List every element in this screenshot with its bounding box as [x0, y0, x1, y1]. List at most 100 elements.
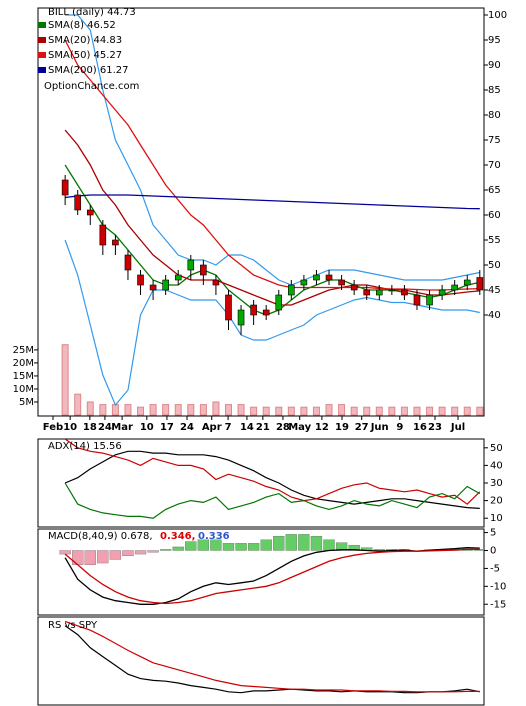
candle-body	[86, 209, 94, 216]
x-tick-label: 24	[98, 422, 112, 433]
volume-bar	[137, 406, 145, 416]
macd-hist	[273, 536, 285, 551]
legend-swatch	[38, 37, 46, 43]
x-tick-label: May	[288, 422, 311, 433]
candle-body	[350, 284, 358, 291]
adx-line	[64, 450, 480, 509]
y-tick-label: 50	[488, 260, 501, 271]
x-tick-label: 17	[160, 422, 174, 433]
x-tick-label: 14	[240, 422, 254, 433]
y-tick-label: 60	[488, 210, 501, 221]
volume-bar	[338, 404, 346, 416]
volume-bar	[325, 404, 333, 416]
macd-hist	[247, 543, 260, 551]
candle-body	[388, 289, 396, 292]
labels: BILL (daily) 44.73 OptionChance.com ADX(…	[13, 7, 507, 631]
x-tick-label: Jul	[450, 422, 465, 433]
legend-label: SMA(50) 45.27	[48, 50, 122, 61]
macd-tick-label: -15	[490, 599, 506, 610]
y-tick-label: 70	[488, 160, 501, 171]
x-tick-label: 18	[83, 422, 97, 433]
volume-tick-label: 10M	[13, 384, 34, 395]
candle-body	[476, 277, 484, 291]
rs-line	[64, 625, 480, 694]
volume-bar	[86, 401, 94, 416]
volume-bar	[375, 406, 383, 416]
candle-body	[124, 254, 132, 271]
candle-body	[149, 284, 157, 291]
macd-hist	[147, 550, 159, 553]
adx-label: ADX(14) 15.56	[48, 441, 122, 452]
x-tick-label: 23	[428, 422, 442, 433]
sma-line	[65, 194, 480, 210]
rs-label: RS vs SPY	[48, 620, 98, 631]
price-plot	[61, 14, 484, 416]
candle-body	[426, 294, 433, 306]
candle-body	[363, 289, 371, 296]
adx-tick-label: 20	[490, 496, 503, 507]
macd-tick-label: -10	[490, 581, 506, 592]
candle-body	[438, 289, 446, 296]
candle-body	[375, 289, 383, 296]
volume-bar	[363, 406, 371, 416]
sma-line	[64, 164, 480, 316]
signal-line	[64, 548, 480, 605]
volume-bar	[287, 406, 295, 416]
candle-body	[99, 224, 107, 246]
adx-plot	[64, 439, 481, 519]
watermark: OptionChance.com	[44, 81, 139, 92]
volume-tick-label: 20M	[13, 358, 34, 369]
legend-swatch	[38, 52, 46, 58]
volume-bar	[124, 404, 132, 416]
x-tick-label: 10	[140, 422, 154, 433]
candle-body	[162, 279, 169, 291]
volume-bar	[312, 406, 320, 416]
x-tick-label: 9	[396, 422, 403, 433]
y-tick-label: 45	[488, 285, 501, 296]
macd-hist	[260, 539, 272, 551]
price-frame	[37, 7, 485, 417]
legend-label: SMA(8) 46.52	[48, 20, 116, 31]
x-tick-label: Mar	[111, 422, 133, 433]
volume-tick-label: 15M	[13, 371, 34, 382]
volume-bar	[451, 406, 459, 416]
y-tick-label: 95	[488, 35, 501, 46]
macd-hist	[298, 534, 310, 551]
volume-tick-label: 25M	[13, 345, 34, 356]
volume-bar	[237, 404, 245, 416]
candle-body	[262, 309, 270, 316]
candle-body	[463, 279, 471, 286]
sma-line	[64, 129, 480, 306]
macd-hist	[222, 543, 235, 551]
hist-label: 0.336	[198, 531, 230, 542]
macd-hist	[122, 550, 134, 557]
macd-hist	[285, 534, 297, 551]
rs-plot	[64, 620, 480, 694]
volume-bar	[413, 406, 421, 416]
candle-body	[237, 309, 245, 326]
x-tick-label: 21	[256, 422, 270, 433]
x-tick-label: 7	[225, 422, 232, 433]
volume-bar	[212, 401, 220, 416]
candle-body	[212, 279, 220, 286]
volume-bar	[463, 406, 471, 416]
volume-bar	[262, 406, 270, 416]
macd-tick-label: -5	[490, 563, 500, 574]
x-tick-label: 24	[180, 422, 194, 433]
adx-line	[64, 439, 481, 505]
macd-hist	[348, 544, 360, 551]
volume-bar	[61, 344, 69, 416]
macd-hist	[59, 550, 71, 555]
chart-title: BILL (daily) 44.73	[48, 7, 136, 18]
volume-bar	[275, 406, 283, 416]
volume-bar	[174, 404, 182, 416]
macd-plot	[59, 534, 484, 605]
macd-hist	[185, 541, 197, 551]
adx-tick-label: 50	[490, 443, 503, 454]
adx-line	[64, 482, 481, 519]
macd-label: MACD(8,40,9) 0.678,	[48, 531, 153, 542]
band-upper	[65, 14, 480, 286]
adx-tick-label: 40	[490, 460, 503, 471]
volume-bar	[300, 406, 308, 416]
